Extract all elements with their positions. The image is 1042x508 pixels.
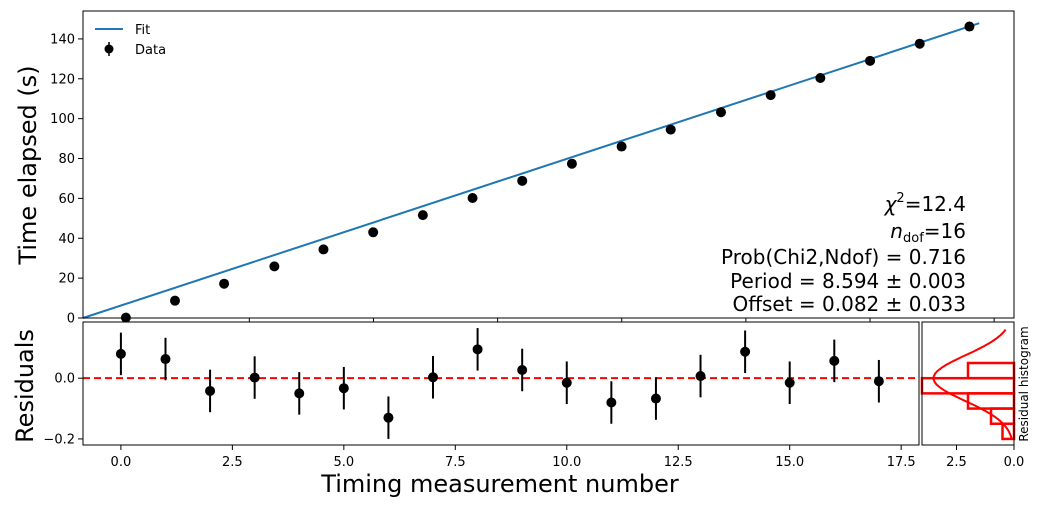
residual-x-tick-label: 2.5 — [222, 455, 243, 470]
main-y-tick-label: 80 — [58, 152, 75, 167]
legend-fit-label: Fit — [135, 23, 150, 38]
prob-annotation: Prob(Chi2,Ndof) = 0.716 — [721, 245, 966, 269]
main-y-axis-label: Time elapsed (s) — [14, 65, 42, 265]
fit-line — [82, 22, 980, 319]
residual-point — [383, 412, 394, 423]
residual-point — [740, 346, 751, 357]
main-panel: 0 20 40 60 80 100 120 140 Fit Data χ2=12.4 ndof… — [14, 10, 1015, 327]
histogram-bin — [966, 361, 1016, 380]
main-x-ticks — [124, 318, 995, 322]
main-y-tick-label: 0 — [67, 312, 75, 327]
histogram-x-axis: 2.5 0.0 — [946, 445, 1024, 470]
legend-data-marker-icon — [104, 44, 114, 54]
main-y-tick-label: 60 — [58, 192, 75, 207]
residual-x-axis: 0.0 2.5 5.0 7.5 10.0 12.5 15.0 17.5 — [111, 445, 916, 470]
data-points-layer — [120, 21, 975, 323]
residual-x-tick-label: 15.0 — [775, 455, 804, 470]
data-point — [566, 158, 577, 169]
data-point — [517, 175, 528, 186]
residual-x-tick-label: 12.5 — [664, 455, 693, 470]
x-axis-label: Timing measurement number — [320, 470, 679, 498]
residual-point — [517, 364, 528, 375]
residual-x-tick-label: 10.0 — [552, 455, 581, 470]
ndof-subscript: dof — [903, 231, 924, 246]
data-point — [815, 72, 826, 83]
residual-point — [338, 383, 349, 394]
residual-x-tick-label: 5.0 — [333, 455, 354, 470]
data-point — [318, 244, 329, 255]
histogram-label: Residual histogram — [1017, 326, 1031, 441]
ndof-value: =16 — [924, 219, 966, 243]
residual-point — [205, 385, 216, 396]
residual-y-axis: −0.2 0.0 — [43, 372, 83, 447]
data-point — [169, 295, 180, 306]
chi2-annotation: χ2=12.4 — [884, 191, 966, 216]
residual-x-tick-label: 7.5 — [445, 455, 466, 470]
residual-point — [784, 377, 795, 388]
residual-x-tick-label: 0.0 — [111, 455, 132, 470]
main-y-tick-label: 140 — [50, 32, 75, 47]
fit-line-layer — [82, 22, 980, 319]
residual-point — [561, 377, 572, 388]
fit-stats: χ2=12.4 ndof=16 Prob(Chi2,Ndof) = 0.716 … — [721, 191, 966, 316]
histogram-x-tick-label: 2.5 — [946, 455, 967, 470]
data-point — [765, 90, 776, 101]
residual-point — [695, 371, 706, 382]
legend: Fit Data — [95, 23, 166, 58]
data-point — [865, 55, 876, 66]
residual-x-tick-label: 17.5 — [887, 455, 916, 470]
residual-point — [249, 372, 260, 383]
data-point — [368, 227, 379, 238]
data-point — [914, 38, 925, 49]
residual-point — [650, 393, 661, 404]
histogram-gaussian-curve — [932, 328, 1013, 440]
main-y-tick-label: 20 — [58, 272, 75, 287]
histogram-plot-frame — [921, 321, 1015, 446]
histogram-bin — [920, 376, 1016, 395]
residual-y-axis-label: Residuals — [11, 329, 39, 443]
ndof-symbol: n — [890, 219, 903, 243]
ndof-annotation: ndof=16 — [890, 219, 966, 246]
period-annotation: Period = 8.594 ± 0.003 — [730, 269, 966, 293]
residual-point — [294, 388, 305, 399]
residual-point — [472, 344, 483, 355]
data-point — [417, 210, 428, 221]
chi2-symbol: χ — [884, 192, 898, 216]
residual-point — [606, 397, 617, 408]
data-point — [665, 124, 676, 135]
histogram-panel: 2.5 0.0 Residual histogram — [920, 321, 1031, 470]
main-y-tick-label: 120 — [50, 72, 75, 87]
residual-point — [160, 354, 171, 365]
legend-data-label: Data — [135, 43, 166, 58]
histogram-x-tick-label: 0.0 — [1004, 455, 1025, 470]
residuals-panel: −0.2 0.0 0.0 2.5 5.0 7.5 10.0 12.5 15.0 17.5 Res… — [11, 321, 920, 498]
main-y-tick-label: 40 — [58, 232, 75, 247]
residual-points-layer — [115, 328, 884, 439]
residual-point — [115, 348, 126, 359]
data-point — [616, 141, 627, 152]
residual-y-tick-label: 0.0 — [54, 372, 75, 387]
residual-plot-frame — [82, 321, 920, 446]
main-y-tick-label: 100 — [50, 112, 75, 127]
data-point — [964, 21, 975, 32]
residual-point — [829, 355, 840, 366]
offset-annotation: Offset = 0.082 ± 0.033 — [732, 292, 966, 316]
data-point — [269, 261, 280, 272]
residual-point — [428, 372, 439, 383]
data-point — [467, 192, 478, 203]
data-point — [715, 107, 726, 118]
residual-y-tick-label: −0.2 — [43, 432, 75, 447]
histogram-layer — [920, 328, 1016, 441]
main-y-axis: 0 20 40 60 80 100 120 140 — [50, 32, 83, 327]
chi2-value: =12.4 — [905, 192, 966, 216]
data-point — [219, 278, 230, 289]
main-plot-frame — [82, 10, 1015, 319]
chi2-superscript: 2 — [896, 191, 904, 206]
residual-point — [873, 376, 884, 387]
